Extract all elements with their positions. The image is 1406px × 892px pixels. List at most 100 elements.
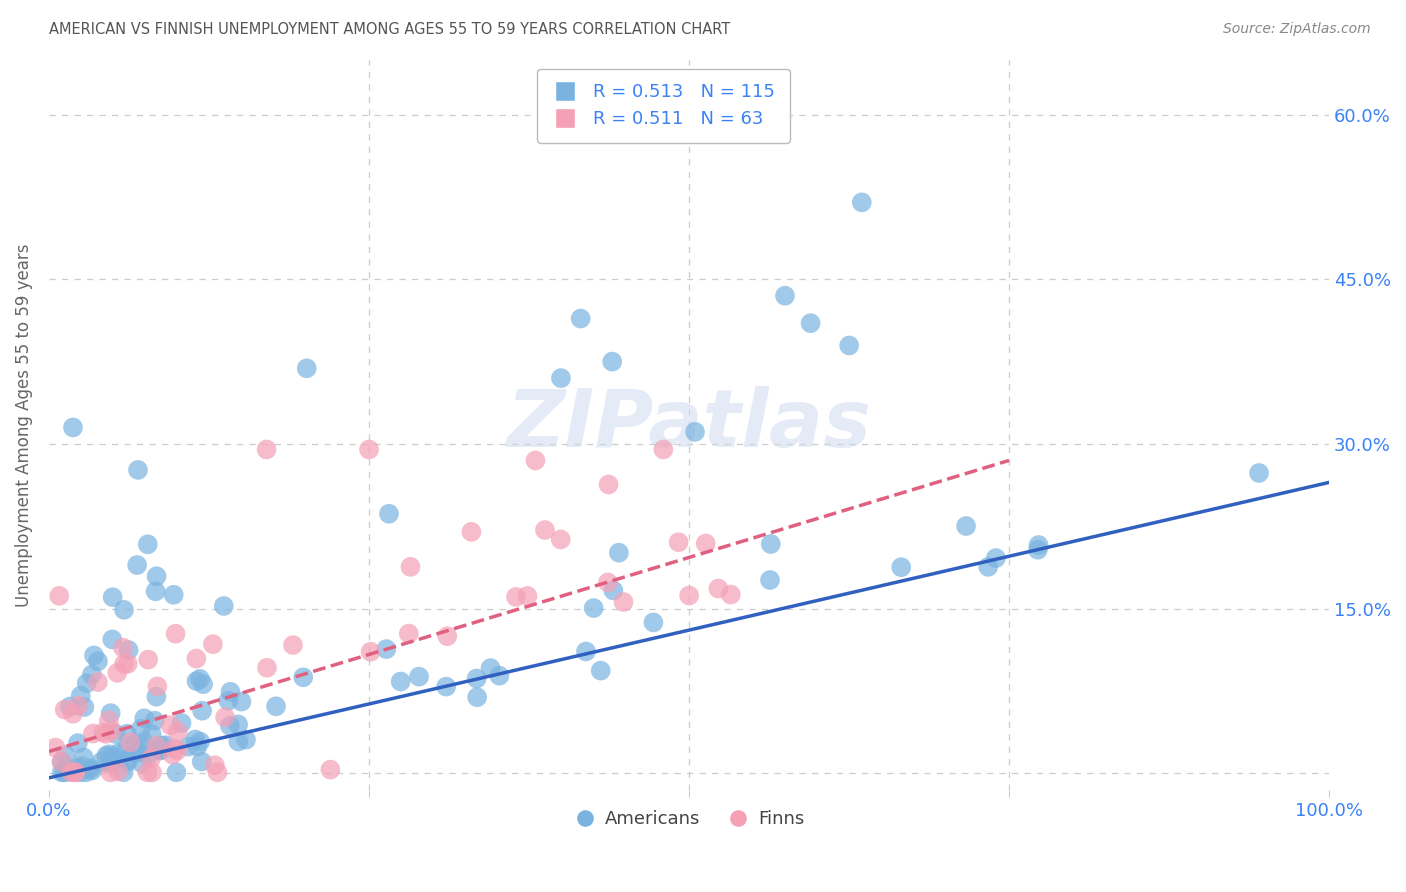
- Point: [143, 714, 166, 728]
- Point: [264, 699, 287, 714]
- Point: [607, 546, 630, 560]
- Point: [82, 726, 104, 740]
- Point: [91, 725, 114, 739]
- Point: [100, 757, 122, 772]
- Point: [132, 735, 155, 749]
- Point: [155, 738, 177, 752]
- Point: [69, 765, 91, 780]
- Point: [66, 761, 89, 775]
- Point: [148, 742, 170, 756]
- Point: [100, 706, 122, 720]
- Point: [101, 754, 124, 768]
- Point: [378, 507, 401, 521]
- Point: [955, 519, 977, 533]
- Point: [80, 764, 103, 778]
- Point: [87, 654, 110, 668]
- Point: [488, 668, 510, 682]
- Point: [256, 442, 278, 457]
- Point: [141, 751, 163, 765]
- Point: [550, 533, 572, 547]
- Point: [214, 710, 236, 724]
- Point: [134, 711, 156, 725]
- Point: [201, 637, 224, 651]
- Point: [51, 755, 73, 769]
- Point: [436, 629, 458, 643]
- Point: [219, 685, 242, 699]
- Point: [534, 523, 557, 537]
- Point: [114, 743, 136, 757]
- Point: [375, 642, 398, 657]
- Point: [1026, 542, 1049, 557]
- Point: [146, 679, 169, 693]
- Point: [145, 584, 167, 599]
- Point: [149, 743, 172, 757]
- Point: [44, 740, 66, 755]
- Point: [550, 371, 572, 385]
- Point: [67, 698, 90, 713]
- Point: [145, 690, 167, 704]
- Point: [166, 743, 188, 757]
- Point: [59, 699, 82, 714]
- Point: [112, 657, 135, 671]
- Point: [97, 714, 120, 728]
- Point: [177, 739, 200, 754]
- Point: [165, 626, 187, 640]
- Point: [434, 680, 457, 694]
- Point: [460, 524, 482, 539]
- Point: [112, 603, 135, 617]
- Point: [295, 361, 318, 376]
- Point: [115, 727, 138, 741]
- Point: [516, 589, 538, 603]
- Point: [678, 589, 700, 603]
- Point: [73, 700, 96, 714]
- Point: [120, 735, 142, 749]
- Point: [117, 657, 139, 671]
- Point: [105, 665, 128, 680]
- Point: [70, 759, 93, 773]
- Point: [112, 765, 135, 780]
- Point: [51, 756, 73, 770]
- Point: [465, 672, 488, 686]
- Point: [60, 765, 83, 780]
- Point: [612, 595, 634, 609]
- Point: [668, 535, 690, 549]
- Point: [62, 420, 84, 434]
- Point: [127, 463, 149, 477]
- Point: [122, 738, 145, 752]
- Point: [56, 764, 79, 779]
- Point: [188, 672, 211, 686]
- Point: [80, 667, 103, 681]
- Point: [226, 717, 249, 731]
- Point: [465, 690, 488, 705]
- Point: [129, 722, 152, 736]
- Point: [117, 755, 139, 769]
- Point: [695, 536, 717, 550]
- Point: [217, 694, 239, 708]
- Point: [63, 765, 86, 780]
- Point: [75, 765, 97, 780]
- Point: [191, 677, 214, 691]
- Point: [136, 748, 159, 763]
- Point: [800, 316, 823, 330]
- Point: [720, 588, 742, 602]
- Point: [87, 675, 110, 690]
- Point: [131, 740, 153, 755]
- Point: [184, 732, 207, 747]
- Point: [186, 651, 208, 665]
- Point: [219, 719, 242, 733]
- Point: [643, 615, 665, 630]
- Text: AMERICAN VS FINNISH UNEMPLOYMENT AMONG AGES 55 TO 59 YEARS CORRELATION CHART: AMERICAN VS FINNISH UNEMPLOYMENT AMONG A…: [49, 22, 731, 37]
- Point: [389, 674, 412, 689]
- Point: [256, 661, 278, 675]
- Point: [159, 718, 181, 732]
- Point: [166, 724, 188, 739]
- Point: [479, 661, 502, 675]
- Point: [759, 537, 782, 551]
- Point: [66, 736, 89, 750]
- Point: [319, 763, 342, 777]
- Point: [165, 765, 187, 780]
- Point: [399, 559, 422, 574]
- Point: [707, 582, 730, 596]
- Point: [145, 739, 167, 753]
- Point: [80, 761, 103, 775]
